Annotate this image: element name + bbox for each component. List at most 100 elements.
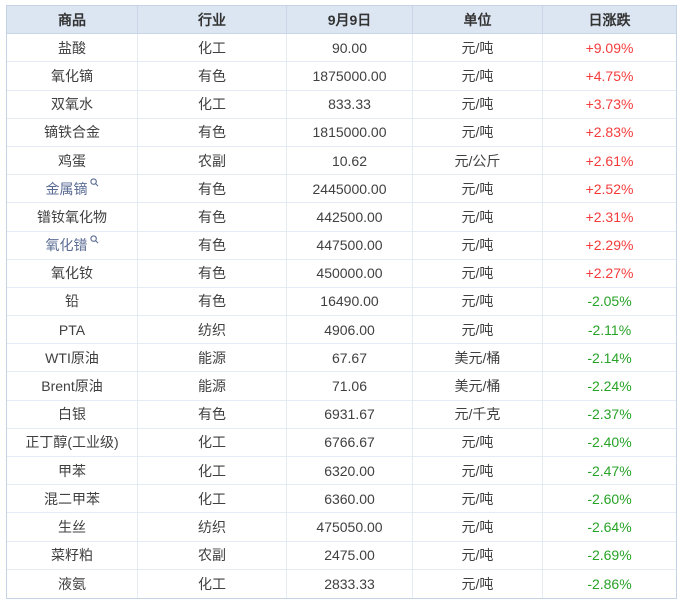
commodity-cell: 氧化镝 [7,62,138,90]
unit-cell: 元/吨 [413,203,543,231]
commodity-cell: 金属镝 [7,175,138,203]
commodity-name: 双氧水 [51,96,93,113]
change-cell: +2.27% [585,265,634,282]
industry-cell: 有色 [138,400,287,428]
commodity-cell: 铅 [7,287,138,316]
commodity-cell: Brent原油 [7,372,138,400]
industry-cell: 有色 [138,203,287,231]
table-row: 金属镝 有色 2445000.00 元/吨 +2.52% [7,175,676,204]
change-cell: -2.24% [587,378,632,395]
commodity-cell: PTA [7,316,138,344]
unit-cell: 元/吨 [413,287,543,316]
unit-cell: 元/吨 [413,259,543,287]
change-cell: -2.40% [587,434,632,451]
table-row: 正丁醇(工业级) 化工 6766.67 元/吨 -2.40% [7,428,676,457]
commodity-name: 盐酸 [58,39,86,56]
header-industry: 行业 [138,6,287,34]
industry-cell: 有色 [138,231,287,259]
change-cell: -2.11% [587,321,632,338]
unit-cell: 元/吨 [413,485,543,513]
change-cell: -2.47% [587,462,632,479]
table-row: 生丝 纺织 475050.00 元/吨 -2.64% [7,513,676,542]
commodity-cell: 生丝 [7,513,138,541]
commodity-name: 甲苯 [58,462,86,479]
commodity-name[interactable]: 金属镝 [45,180,88,197]
price-cell: 442500.00 [287,203,413,231]
change-cell: +9.09% [585,39,634,56]
change-cell: +2.31% [585,208,634,225]
unit-cell: 元/吨 [413,316,543,344]
industry-cell: 有色 [138,62,287,90]
commodity-name: Brent原油 [41,378,103,395]
price-cell: 16490.00 [287,287,413,316]
commodity-cell: 甲苯 [7,457,138,485]
table-row: PTA 纺织 4906.00 元/吨 -2.11% [7,316,676,345]
commodity-name: 镨钕氧化物 [37,208,107,225]
change-cell: -2.37% [587,406,632,423]
change-cell: -2.86% [587,575,632,592]
price-cell: 6320.00 [287,457,413,485]
industry-cell: 有色 [138,259,287,287]
unit-cell: 元/吨 [413,541,543,569]
price-cell: 447500.00 [287,231,413,259]
unit-cell: 元/吨 [413,34,543,62]
commodity-name: 生丝 [58,518,86,535]
price-cell: 90.00 [287,34,413,62]
table-row: WTI原油 能源 67.67 美元/桶 -2.14% [7,344,676,373]
industry-cell: 纺织 [138,316,287,344]
commodity-cell: 盐酸 [7,34,138,62]
change-cell: -2.05% [587,293,632,310]
commodity-cell: 混二甲苯 [7,485,138,513]
industry-cell: 农副 [138,541,287,569]
commodity-name: 混二甲苯 [44,490,100,507]
table-row: 鸡蛋 农副 10.62 元/公斤 +2.61% [7,146,676,176]
price-cell: 2445000.00 [287,175,413,203]
price-cell: 67.67 [287,344,413,372]
header-daily-change: 日涨跌 [588,11,631,28]
price-cell: 2475.00 [287,541,413,569]
commodity-name[interactable]: 氧化镨 [45,237,88,254]
commodity-cell: 液氨 [7,569,138,598]
change-cell: -2.60% [587,490,632,507]
table-row: 白银 有色 6931.67 元/千克 -2.37% [7,400,676,429]
commodity-cell: 氧化镨 [7,231,138,259]
unit-cell: 元/吨 [413,90,543,118]
commodity-name: 氧化钕 [51,265,93,282]
price-cell: 450000.00 [287,259,413,287]
change-cell: -2.69% [587,547,632,564]
unit-cell: 元/吨 [413,428,543,456]
table-row: 镝铁合金 有色 1815000.00 元/吨 +2.83% [7,118,676,147]
commodity-price-table: 商品 行业 9月9日 单位 日涨跌 盐酸 化工 90.00 元/吨 +9.09%… [6,5,677,599]
table-row: 盐酸 化工 90.00 元/吨 +9.09% [7,34,676,63]
table-row: 铅 有色 16490.00 元/吨 -2.05% [7,287,676,317]
commodity-cell: 正丁醇(工业级) [7,428,138,456]
unit-cell: 元/千克 [413,400,543,428]
commodity-name: 正丁醇(工业级) [25,434,119,451]
industry-cell: 有色 [138,287,287,316]
industry-cell: 纺织 [138,513,287,541]
commodity-name: PTA [58,321,86,338]
unit-cell: 元/吨 [413,175,543,203]
price-cell: 71.06 [287,372,413,400]
commodity-name: WTI原油 [45,349,99,366]
unit-cell: 元/吨 [413,118,543,146]
unit-cell: 元/吨 [413,513,543,541]
search-icon[interactable] [89,234,99,244]
table-header-row: 商品 行业 9月9日 单位 日涨跌 [7,6,676,35]
price-cell: 6360.00 [287,485,413,513]
unit-cell: 元/吨 [413,62,543,90]
price-cell: 1875000.00 [287,62,413,90]
change-cell: +2.61% [585,152,634,169]
search-icon[interactable] [89,178,99,187]
unit-cell: 美元/桶 [413,372,543,400]
industry-cell: 化工 [138,457,287,485]
price-cell: 6931.67 [287,400,413,428]
change-cell: +2.29% [585,237,634,254]
price-cell: 2833.33 [287,569,413,598]
commodity-name: 菜籽粕 [51,547,93,564]
price-cell: 833.33 [287,90,413,118]
table-row: 混二甲苯 化工 6360.00 元/吨 -2.60% [7,485,676,514]
commodity-cell: WTI原油 [7,344,138,372]
change-cell: +2.52% [585,180,634,197]
commodity-name: 铅 [65,293,79,310]
